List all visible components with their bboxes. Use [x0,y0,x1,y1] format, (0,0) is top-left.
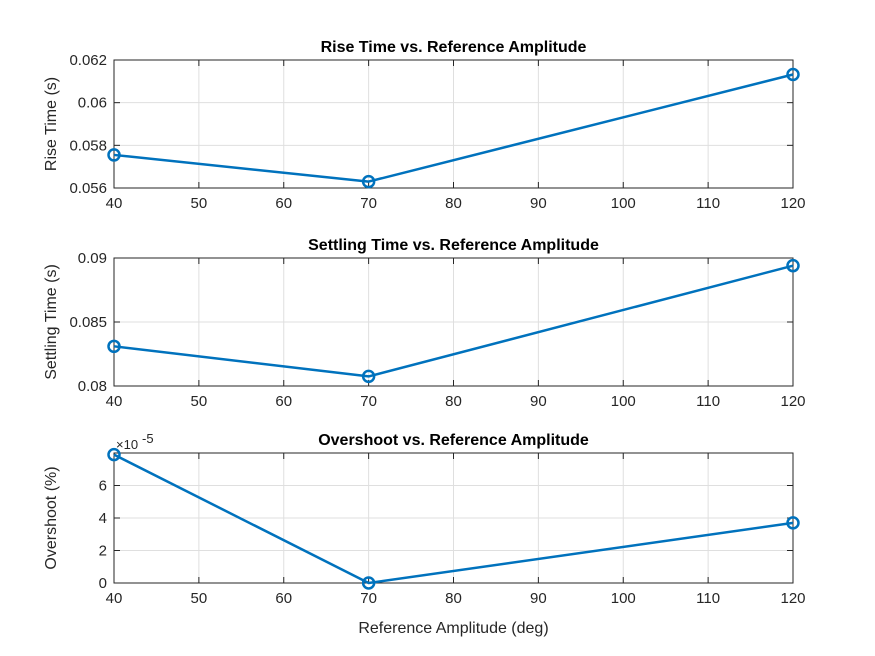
x-tick-label: 50 [191,393,208,410]
y-tick-label: 0.058 [69,137,107,154]
subplot-2: 40 50 60 70 80 90 100 110 120 0.08 0.085 0.09 Settli… [43,237,806,410]
y-axis-label: Rise Time (s) [43,77,60,171]
series-line [113,453,794,585]
data-point-marker [361,576,376,590]
subplot-1: 40 50 60 70 80 90 100 110 120 0.056 0.058 0.06 0.062… [43,39,806,212]
data-point-marker [786,67,800,82]
series-line [113,264,794,378]
x-tick-label: 40 [106,195,123,212]
y-tick-label: 0 [99,575,107,592]
y-exponent-label: ×10 [116,437,138,452]
y-tick-label: 6 [99,478,107,495]
y-axis-label: Settling Time (s) [43,264,60,380]
y-tick-label: 2 [99,543,107,560]
x-tick-label: 120 [780,195,805,212]
x-tick-label: 70 [360,195,377,212]
x-tick-label: 60 [275,590,292,607]
data-point-marker [107,148,121,162]
subplot-title: Settling Time vs. Reference Amplitude [308,237,599,254]
data-point-marker [107,447,121,462]
x-tick-label: 80 [445,590,462,607]
x-tick-label: 70 [360,393,377,410]
data-point-marker [786,516,800,530]
subplot-title: Overshoot vs. Reference Amplitude [318,432,589,449]
x-tick-label: 40 [106,590,123,607]
y-axis-label: Overshoot (%) [43,466,60,569]
x-tick-label: 110 [696,590,720,607]
y-tick-label: 0.085 [69,314,107,331]
x-tick-label: 60 [275,195,292,212]
x-tick-label: 90 [530,393,547,410]
x-tick-label: 110 [696,195,720,212]
x-axis-label: Reference Amplitude (deg) [358,620,548,637]
y-tick-label: 0.056 [69,180,107,197]
data-point-marker [361,174,376,189]
y-exponent-power: -5 [142,431,154,446]
x-tick-label: 50 [191,195,208,212]
x-tick-label: 120 [780,393,805,410]
x-tick-label: 110 [696,393,720,410]
x-tick-label: 40 [106,393,123,410]
subplot-title: Rise Time vs. Reference Amplitude [321,39,587,56]
data-point-marker [107,339,121,354]
x-tick-label: 60 [275,393,292,410]
y-tick-label: 0.062 [69,52,107,69]
subplot-3: 40 50 60 70 80 90 100 110 120 0 2 4 6 ×10 -5 Overshoot … [43,431,806,637]
y-tick-label: 4 [99,510,107,527]
data-point-marker [361,369,376,384]
y-tick-label: 0.09 [78,250,107,267]
y-tick-label: 0.06 [78,95,107,112]
x-tick-label: 80 [445,195,462,212]
x-tick-label: 100 [611,393,636,410]
series-line [113,73,794,183]
data-point-marker [786,258,800,273]
x-tick-label: 70 [360,590,377,607]
x-tick-label: 100 [611,590,636,607]
x-tick-label: 80 [445,393,462,410]
x-tick-label: 90 [530,590,547,607]
x-tick-label: 120 [780,590,805,607]
y-tick-label: 0.08 [78,378,107,395]
x-tick-label: 100 [611,195,636,212]
x-tick-label: 90 [530,195,547,212]
x-tick-label: 50 [191,590,208,607]
